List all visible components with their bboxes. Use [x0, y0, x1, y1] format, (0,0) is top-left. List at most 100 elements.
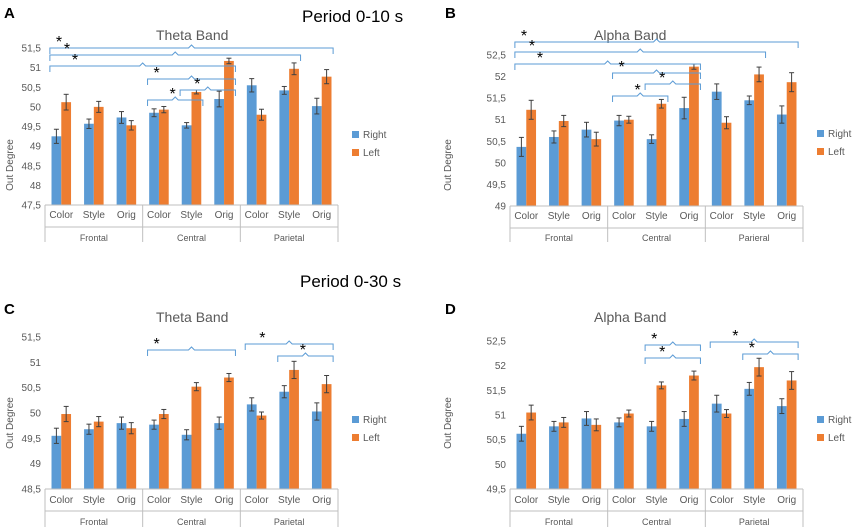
bar-left-3 [623, 413, 634, 489]
group-label: Parieral [739, 233, 770, 243]
significance-bracket [49, 51, 302, 61]
category-label: Orig [582, 495, 601, 506]
significance-bracket [179, 86, 236, 96]
bar-right-7 [279, 391, 290, 489]
group-label: Frontal [80, 517, 108, 527]
category-label: Style [743, 211, 766, 222]
bar-left-4 [191, 386, 202, 489]
category-label: Color [49, 210, 74, 221]
plot-b: 49 49,5 50 50,5 51 51,5 52 52,5 Color Style Orig Co… [487, 28, 852, 243]
group-label: Parietal [274, 517, 305, 527]
panel-a: A Theta Band Out Degree 47,5 48 48,5 49 49,5… [4, 5, 387, 243]
category-label: Color [612, 211, 637, 222]
bar-right-6 [711, 403, 722, 489]
y-tick-label: 48,5 [22, 161, 42, 172]
bar-right-4 [646, 426, 657, 489]
category-label: Style [645, 211, 668, 222]
y-tick-label: 50,5 [487, 137, 507, 148]
bar-left-3 [158, 414, 169, 489]
bar-right-3 [149, 424, 159, 489]
y-tick-label: 52 [495, 361, 507, 372]
bar-left-7 [754, 74, 764, 207]
y-tick-label: 51,5 [22, 44, 42, 55]
significance-bracket [709, 338, 799, 348]
category-label: Color [514, 495, 539, 506]
category-label: Orig [117, 495, 136, 506]
bar-left-8 [786, 380, 797, 489]
legend-label-left: Left [363, 148, 380, 159]
significance-star: * [635, 82, 641, 99]
bar-left-6 [721, 122, 732, 206]
significance-bracket [644, 354, 701, 364]
plot-c: 48,5 49 49,5 50 50,5 51 51,5 Color Style Orig Colo… [22, 330, 387, 527]
bar-left-2 [591, 139, 602, 206]
significance-star: * [537, 50, 543, 67]
panel-d: D Alpha Band Out Degree 49,5 50 50,5 51 51,5… [443, 301, 852, 527]
bar-left-6 [721, 413, 732, 489]
legend-label-left: Left [828, 433, 845, 444]
group-label: Frontal [80, 233, 108, 243]
y-axis-label-a: Out Degree [5, 139, 16, 191]
category-label: Orig [312, 495, 331, 506]
legend-label-right: Right [363, 415, 387, 426]
significance-star: * [749, 340, 755, 357]
bar-left-2 [126, 428, 137, 489]
bar-right-3 [149, 112, 159, 205]
bar-left-0 [61, 102, 72, 205]
category-label: Orig [680, 211, 699, 222]
bar-right-1 [549, 426, 559, 489]
bar-right-1 [84, 429, 94, 489]
y-tick-label: 50,5 [22, 83, 42, 94]
panel-label-c: C [4, 301, 15, 318]
legend-label-right: Right [828, 129, 852, 140]
bar-left-8 [321, 384, 332, 489]
significance-bracket [644, 341, 701, 351]
y-tick-label: 50 [495, 460, 507, 471]
y-tick-label: 50 [495, 158, 507, 169]
category-label: Orig [215, 210, 234, 221]
category-label: Style [743, 495, 766, 506]
y-tick-label: 49 [30, 459, 42, 470]
y-tick-label: 50 [30, 102, 42, 113]
bar-right-0 [51, 435, 62, 489]
plot-a: 47,5 48 48,5 49 49,5 50 50,5 51 51,5 Color Style Or… [22, 34, 387, 243]
bar-left-5 [689, 66, 699, 206]
category-label: Style [83, 495, 106, 506]
bar-right-8 [776, 114, 787, 206]
significance-star: * [300, 342, 306, 359]
y-tick-label: 50 [30, 409, 42, 420]
y-tick-label: 50,5 [22, 383, 42, 394]
bar-left-7 [289, 369, 299, 489]
significance-star: * [154, 65, 160, 82]
chart-title-d: Alpha Band [594, 309, 666, 325]
legend-swatch-left [352, 149, 359, 156]
bar-left-5 [224, 377, 234, 489]
y-tick-label: 52 [495, 72, 507, 83]
bar-left-1 [558, 121, 569, 206]
category-label: Color [147, 210, 172, 221]
chart-title-b: Alpha Band [594, 27, 666, 43]
category-label: Orig [777, 211, 796, 222]
bar-left-7 [754, 367, 764, 489]
y-tick-label: 52,5 [487, 51, 507, 62]
y-tick-label: 51 [495, 115, 507, 126]
legend-swatch-right [817, 130, 824, 137]
category-label: Color [147, 495, 172, 506]
bar-right-7 [279, 90, 290, 205]
plot-d: 49,5 50 50,5 51 51,5 52 52,5 Color Style Orig Colo… [487, 328, 852, 527]
significance-bracket [742, 350, 799, 360]
bar-left-1 [93, 421, 104, 489]
significance-star: * [154, 336, 160, 353]
bar-right-4 [181, 125, 192, 205]
significance-star: * [64, 41, 70, 58]
significance-star: * [651, 331, 657, 348]
y-tick-label: 51,5 [22, 333, 42, 344]
category-label: Style [278, 495, 301, 506]
y-tick-label: 49 [30, 142, 42, 153]
y-tick-label: 52,5 [487, 337, 507, 348]
y-tick-label: 48 [30, 181, 42, 192]
significance-bracket [514, 38, 799, 48]
significance-star: * [659, 344, 665, 361]
bar-left-5 [224, 60, 234, 205]
